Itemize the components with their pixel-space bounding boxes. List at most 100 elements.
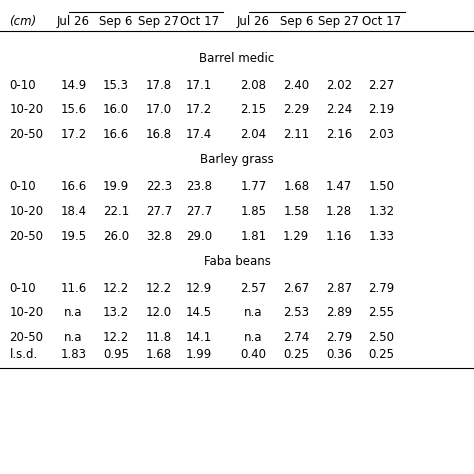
Text: 26.0: 26.0 xyxy=(103,229,129,243)
Text: 14.9: 14.9 xyxy=(60,79,87,92)
Text: 0.40: 0.40 xyxy=(241,348,266,361)
Text: 2.27: 2.27 xyxy=(368,79,395,92)
Text: 12.2: 12.2 xyxy=(103,282,129,295)
Text: 22.3: 22.3 xyxy=(146,180,172,193)
Text: 14.5: 14.5 xyxy=(186,306,212,319)
Text: 10-20: 10-20 xyxy=(9,205,44,218)
Text: 2.19: 2.19 xyxy=(368,103,395,117)
Text: 0-10: 0-10 xyxy=(9,79,36,92)
Text: 2.15: 2.15 xyxy=(240,103,267,117)
Text: 17.8: 17.8 xyxy=(146,79,172,92)
Text: 1.77: 1.77 xyxy=(240,180,267,193)
Text: (cm): (cm) xyxy=(9,15,36,28)
Text: 2.53: 2.53 xyxy=(283,306,309,319)
Text: 1.16: 1.16 xyxy=(326,229,352,243)
Text: Faba beans: Faba beans xyxy=(203,255,271,268)
Text: l.s.d.: l.s.d. xyxy=(9,348,38,361)
Text: 2.87: 2.87 xyxy=(326,282,352,295)
Text: 11.8: 11.8 xyxy=(146,331,172,344)
Text: 2.16: 2.16 xyxy=(326,128,352,141)
Text: 11.6: 11.6 xyxy=(60,282,87,295)
Text: 2.55: 2.55 xyxy=(369,306,394,319)
Text: 0.25: 0.25 xyxy=(369,348,394,361)
Text: 32.8: 32.8 xyxy=(146,229,172,243)
Text: 23.8: 23.8 xyxy=(186,180,212,193)
Text: 12.0: 12.0 xyxy=(146,306,172,319)
Text: 14.1: 14.1 xyxy=(186,331,212,344)
Text: 0.36: 0.36 xyxy=(326,348,352,361)
Text: 2.79: 2.79 xyxy=(368,282,395,295)
Text: Sep 27: Sep 27 xyxy=(138,15,179,28)
Text: Barley grass: Barley grass xyxy=(200,153,274,166)
Text: 2.04: 2.04 xyxy=(240,128,267,141)
Text: 12.2: 12.2 xyxy=(146,282,172,295)
Text: 1.29: 1.29 xyxy=(283,229,310,243)
Text: 0.25: 0.25 xyxy=(283,348,309,361)
Text: Jul 26: Jul 26 xyxy=(57,15,90,28)
Text: 1.99: 1.99 xyxy=(186,348,212,361)
Text: 2.67: 2.67 xyxy=(283,282,310,295)
Text: 1.68: 1.68 xyxy=(146,348,172,361)
Text: 1.85: 1.85 xyxy=(241,205,266,218)
Text: 2.08: 2.08 xyxy=(241,79,266,92)
Text: Barrel medic: Barrel medic xyxy=(200,52,274,65)
Text: 10-20: 10-20 xyxy=(9,103,44,117)
Text: 1.81: 1.81 xyxy=(240,229,267,243)
Text: 27.7: 27.7 xyxy=(186,205,212,218)
Text: Sep 27: Sep 27 xyxy=(319,15,359,28)
Text: 2.03: 2.03 xyxy=(369,128,394,141)
Text: 0-10: 0-10 xyxy=(9,282,36,295)
Text: 29.0: 29.0 xyxy=(186,229,212,243)
Text: 17.2: 17.2 xyxy=(60,128,87,141)
Text: 1.47: 1.47 xyxy=(326,180,352,193)
Text: 12.9: 12.9 xyxy=(186,282,212,295)
Text: Jul 26: Jul 26 xyxy=(237,15,270,28)
Text: 1.28: 1.28 xyxy=(326,205,352,218)
Text: 1.83: 1.83 xyxy=(61,348,86,361)
Text: 22.1: 22.1 xyxy=(103,205,129,218)
Text: 1.58: 1.58 xyxy=(283,205,309,218)
Text: 27.7: 27.7 xyxy=(146,205,172,218)
Text: 16.6: 16.6 xyxy=(60,180,87,193)
Text: 1.33: 1.33 xyxy=(369,229,394,243)
Text: 12.2: 12.2 xyxy=(103,331,129,344)
Text: Oct 17: Oct 17 xyxy=(180,15,219,28)
Text: 0.95: 0.95 xyxy=(103,348,129,361)
Text: 15.6: 15.6 xyxy=(60,103,87,117)
Text: Sep 6: Sep 6 xyxy=(280,15,313,28)
Text: 1.68: 1.68 xyxy=(283,180,310,193)
Text: 2.79: 2.79 xyxy=(326,331,352,344)
Text: 16.6: 16.6 xyxy=(103,128,129,141)
Text: 15.3: 15.3 xyxy=(103,79,129,92)
Text: 16.0: 16.0 xyxy=(103,103,129,117)
Text: 16.8: 16.8 xyxy=(146,128,172,141)
Text: 2.89: 2.89 xyxy=(326,306,352,319)
Text: n.a: n.a xyxy=(64,331,83,344)
Text: 19.9: 19.9 xyxy=(103,180,129,193)
Text: 2.50: 2.50 xyxy=(369,331,394,344)
Text: Sep 6: Sep 6 xyxy=(100,15,133,28)
Text: 13.2: 13.2 xyxy=(103,306,129,319)
Text: 17.0: 17.0 xyxy=(146,103,172,117)
Text: Oct 17: Oct 17 xyxy=(362,15,401,28)
Text: 1.32: 1.32 xyxy=(368,205,395,218)
Text: 0-10: 0-10 xyxy=(9,180,36,193)
Text: 2.40: 2.40 xyxy=(283,79,310,92)
Text: 17.2: 17.2 xyxy=(186,103,212,117)
Text: n.a: n.a xyxy=(244,306,263,319)
Text: 19.5: 19.5 xyxy=(60,229,87,243)
Text: 20-50: 20-50 xyxy=(9,229,44,243)
Text: 2.24: 2.24 xyxy=(326,103,352,117)
Text: n.a: n.a xyxy=(64,306,83,319)
Text: 2.29: 2.29 xyxy=(283,103,310,117)
Text: 17.4: 17.4 xyxy=(186,128,212,141)
Text: 2.02: 2.02 xyxy=(326,79,352,92)
Text: 1.50: 1.50 xyxy=(369,180,394,193)
Text: 18.4: 18.4 xyxy=(60,205,87,218)
Text: 17.1: 17.1 xyxy=(186,79,212,92)
Text: 2.57: 2.57 xyxy=(240,282,267,295)
Text: 20-50: 20-50 xyxy=(9,128,44,141)
Text: n.a: n.a xyxy=(244,331,263,344)
Text: 10-20: 10-20 xyxy=(9,306,44,319)
Text: 20-50: 20-50 xyxy=(9,331,44,344)
